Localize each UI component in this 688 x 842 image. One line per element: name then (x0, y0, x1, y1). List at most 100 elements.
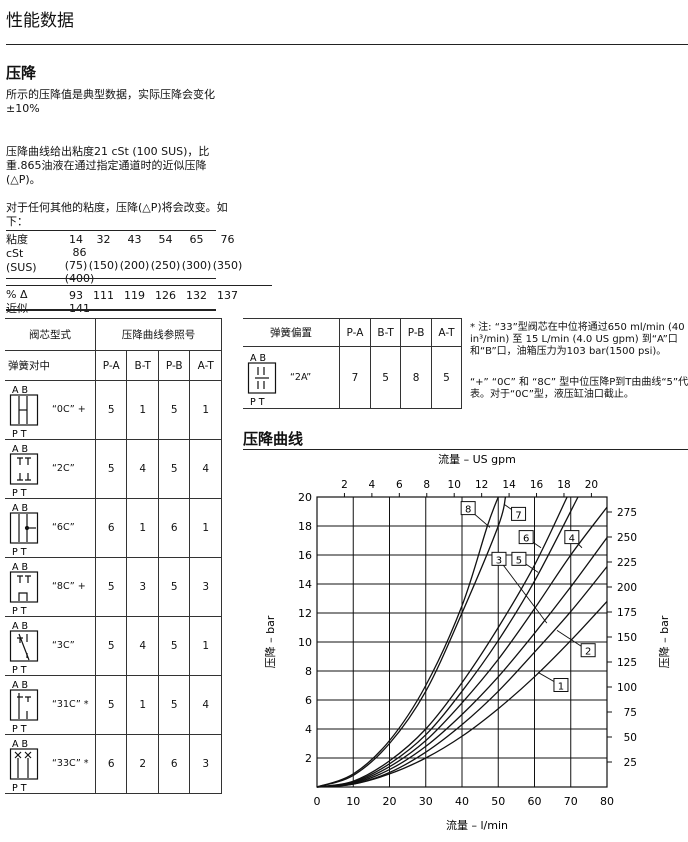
header-spool-type: 阀芯型式 (5, 318, 96, 351)
y2-tick-label: 275 (617, 507, 637, 519)
curve-ref-value: 6 (157, 498, 191, 558)
visc-rule-mid (6, 278, 216, 279)
port-label-bottom: P T (12, 429, 27, 440)
curve-ref-value: 3 (126, 557, 159, 617)
cst-value: 43 (127, 233, 142, 246)
cst-label: cSt (6, 247, 24, 260)
percent-row: % Δ 近似 93 111 119 126 132 137 141 (6, 286, 272, 318)
approx-label: 近似 (6, 302, 64, 316)
x2-tick-label: 20 (585, 479, 598, 491)
x2-tick-label: 6 (396, 479, 403, 491)
curve-label-box (491, 551, 507, 566)
header-curve-ref: 压降曲线参照号 (94, 318, 223, 351)
port-label-top: A B (12, 503, 28, 514)
column-header: A-T (431, 318, 462, 347)
curve-ref-value: 6 (94, 498, 128, 558)
y-tick-label: 18 (298, 520, 312, 533)
curve-ref-value: 3 (189, 557, 222, 617)
percent-label: % Δ (6, 287, 28, 301)
curve-label: 1 (558, 682, 564, 693)
y-tick-label: 6 (305, 694, 312, 707)
port-label-top: A B (12, 739, 28, 750)
spool-symbol-icon: A B P T (9, 621, 39, 676)
curve-ref-value: 5 (369, 346, 402, 409)
curve-ref-value: 5 (431, 346, 462, 409)
spool-code: “31C” * (52, 699, 89, 710)
curve-ref-value: 5 (94, 380, 128, 440)
x2-tick-label: 18 (557, 479, 570, 491)
sus-value: (350) (212, 259, 243, 272)
x2-tick-label: 8 (423, 479, 430, 491)
port-label-top: A B (12, 444, 28, 455)
sus-value: (200) (119, 259, 150, 272)
x-tick-label: 50 (491, 795, 505, 808)
port-label-bottom: P T (12, 488, 27, 499)
curve-ref-value: 8 (400, 346, 433, 409)
section-heading: 压降 (6, 64, 37, 82)
curve-ref-value: 5 (157, 557, 191, 617)
x-tick-label: 0 (314, 795, 321, 808)
port-label-bottom: P T (12, 665, 27, 676)
cst-value: 32 (96, 233, 111, 246)
x-tick-label: 60 (528, 795, 542, 808)
spool-symbol-icon: A B P T (9, 562, 39, 617)
curve-ref-value: 7 (339, 346, 371, 409)
chart-heading-rule (243, 449, 688, 450)
y2-tick-label: 25 (624, 757, 637, 769)
y2-tick-label: 225 (617, 557, 637, 569)
y-tick-label: 10 (298, 636, 312, 649)
spool-symbol-icon: A B P T (9, 385, 39, 440)
curve-ref-value: 5 (157, 616, 191, 676)
page-title: 性能数据 (6, 11, 74, 31)
curve-label: 5 (516, 555, 522, 566)
port-label-bottom: P T (12, 724, 27, 735)
x2-tick-label: 10 (448, 479, 461, 491)
port-label-top: A B (12, 562, 28, 573)
column-header: P-B (400, 318, 433, 347)
y2-tick-label: 150 (617, 632, 637, 644)
curve-label: 8 (465, 505, 471, 516)
curve-ref-value: 3 (189, 734, 222, 794)
x2-tick-label: 2 (341, 479, 348, 491)
curve-ref-value: 1 (126, 498, 159, 558)
cst-value: 65 (189, 233, 204, 246)
percent-value: 111 (93, 288, 114, 302)
title-divider (6, 44, 688, 45)
paragraph-viscosity: 压降曲线给出粘度21 cSt (100 SUS)，比重.865油液在通过指定通道… (6, 145, 210, 186)
curve-ref-value: 2 (126, 734, 159, 794)
chart-heading: 压降曲线 (243, 430, 304, 448)
y-tick-label: 16 (298, 549, 312, 562)
curve-ref-value: 1 (189, 498, 222, 558)
spool-symbol-icon: A B P T (9, 444, 39, 499)
column-header: P-B (157, 350, 191, 381)
percent-value: 119 (124, 288, 145, 302)
port-label-top: A B (250, 353, 266, 364)
y2-tick-label: 100 (617, 682, 637, 694)
curve-ref-value: 5 (157, 675, 191, 735)
curve-ref-value: 4 (126, 616, 159, 676)
x-tick-label: 40 (455, 795, 469, 808)
y-axis-label: 压降 – bar (263, 615, 277, 668)
curve-ref-value: 5 (157, 380, 191, 440)
spool-code: “0C” + (52, 404, 86, 415)
y-tick-label: 20 (298, 491, 312, 504)
port-label-top: A B (12, 680, 28, 691)
curve-5 (316, 496, 579, 788)
curve-label-box (518, 530, 534, 545)
note-0c-8c: “+” “0C” 和 “8C” 型中位压降P到T由曲线“5”代表。对于“0C”型… (470, 377, 688, 400)
cst-value: 76 (220, 233, 235, 246)
curve-label-box (460, 501, 476, 516)
port-label-top: A B (12, 621, 28, 632)
x-axis-label: 流量 – l/min (446, 818, 508, 832)
y2-tick-label: 175 (617, 607, 637, 619)
y-tick-label: 14 (298, 578, 312, 591)
y2-axis-label: 压降 – bar (657, 615, 671, 668)
percent-value: 141 (64, 302, 95, 315)
x2-tick-label: 4 (369, 479, 376, 491)
